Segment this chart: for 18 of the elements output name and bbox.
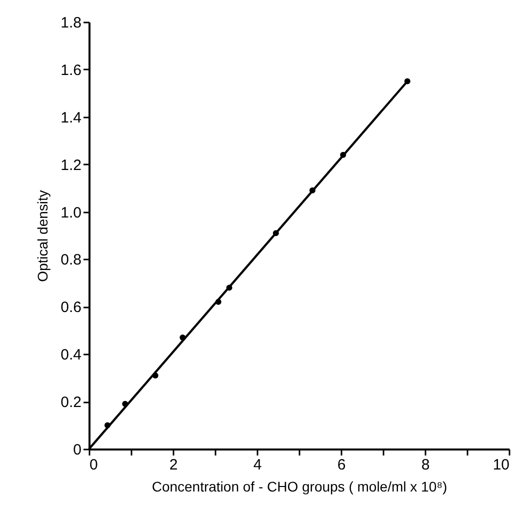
x-tick-label: 6 xyxy=(337,456,346,474)
y-tick-label: 0.4 xyxy=(60,346,82,364)
y-tick-label: 0 xyxy=(73,442,82,458)
x-tick-label: 0 xyxy=(90,456,98,474)
y-tick-label: 1.6 xyxy=(60,62,82,79)
y-axis-title: Optical density xyxy=(34,190,51,282)
x-tick-label: 4 xyxy=(253,456,262,474)
x-tick-label: 8 xyxy=(421,456,430,474)
y-tick-label: 1.0 xyxy=(60,204,82,222)
y-tick-label: 0.8 xyxy=(60,252,82,269)
y-tick-label: 1.2 xyxy=(60,156,82,174)
x-tick-label: 10 xyxy=(492,456,510,474)
x-axis-title: Concentration of - CHO groups ( mole/ml x 10⁸) xyxy=(152,478,448,494)
y-tick-label: 1.4 xyxy=(60,109,82,126)
y-tick-label: 0.2 xyxy=(60,394,82,412)
y-tick-label: 1.8 xyxy=(60,14,82,32)
y-tick-label: 0.6 xyxy=(60,299,82,316)
x-tick-label: 2 xyxy=(169,456,178,474)
